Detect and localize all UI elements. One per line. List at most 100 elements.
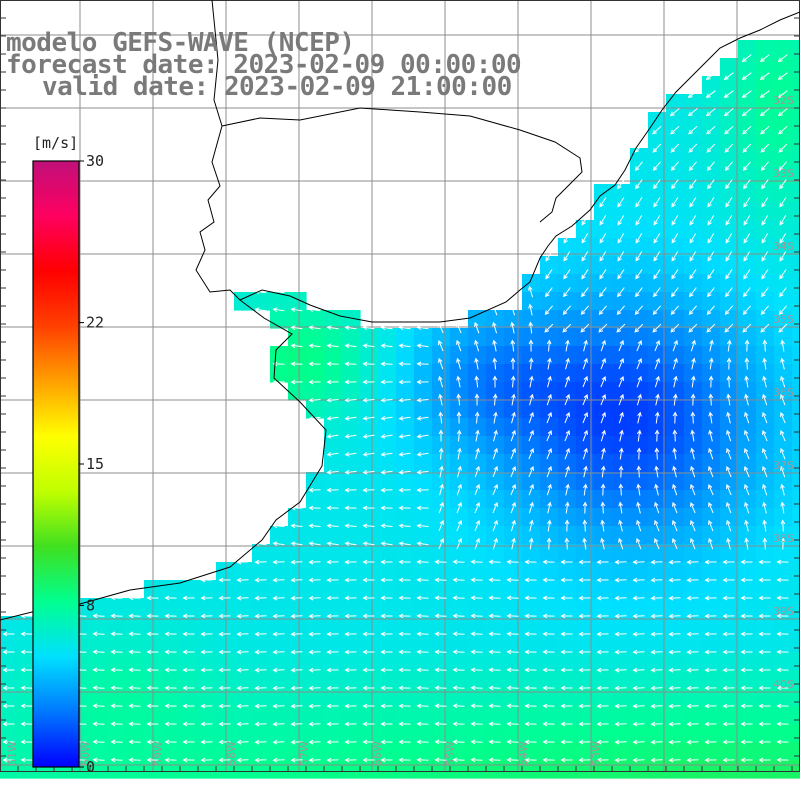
wind-speed-cell — [576, 238, 595, 257]
wind-speed-cell — [504, 688, 523, 707]
wind-arrow — [668, 559, 681, 565]
wind-arrow — [672, 411, 678, 424]
wind-speed-cell — [756, 760, 775, 779]
wind-arrow — [510, 303, 516, 316]
wind-speed-cell — [414, 436, 433, 455]
wind-arrow — [635, 269, 643, 280]
wind-speed-cell — [468, 436, 487, 455]
wind-speed-cell — [594, 472, 613, 491]
wind-speed-cell — [612, 724, 631, 743]
wind-arrow — [2, 631, 15, 637]
wind-speed-cell — [252, 742, 271, 761]
wind-arrow — [724, 125, 734, 135]
wind-speed-cell — [612, 490, 631, 509]
wind-speed-cell — [90, 742, 109, 761]
wind-arrow — [740, 649, 753, 655]
wind-speed-cell — [486, 670, 505, 689]
wind-arrow — [668, 757, 681, 763]
wind-arrow — [616, 305, 625, 315]
wind-arrow — [725, 251, 733, 262]
wind-speed-cell — [126, 670, 145, 689]
wind-speed-cell — [162, 580, 181, 599]
wind-arrow — [398, 631, 411, 637]
wind-arrow — [654, 447, 660, 460]
wind-arrow — [668, 577, 681, 583]
wind-arrow — [560, 757, 573, 763]
wind-arrow — [547, 375, 552, 388]
wind-speed-cell — [684, 328, 703, 347]
wind-arrow — [578, 613, 591, 619]
wind-arrow — [742, 161, 751, 172]
wind-arrow — [326, 397, 339, 403]
wind-arrow — [653, 269, 661, 280]
wind-arrow — [546, 393, 552, 406]
wind-arrow — [617, 269, 625, 280]
colorbar-tick-label: 22 — [86, 314, 104, 332]
wind-arrow — [707, 465, 714, 478]
wind-arrow — [724, 143, 734, 153]
wind-arrow — [456, 519, 463, 532]
wind-arrow — [560, 559, 573, 565]
wind-speed-cell — [684, 418, 703, 437]
wind-arrow — [380, 505, 393, 511]
wind-arrow — [398, 451, 411, 457]
colorbar-tick-label: 8 — [86, 596, 95, 614]
wind-arrow — [634, 143, 644, 153]
wind-arrow — [686, 685, 699, 691]
wind-speed-cell — [0, 670, 19, 689]
wind-speed-cell — [270, 652, 289, 671]
wind-arrow — [564, 465, 570, 478]
wind-arrow — [726, 393, 731, 406]
wind-arrow — [470, 703, 483, 709]
wind-arrow — [488, 577, 501, 583]
wind-speed-cell — [126, 724, 145, 743]
wind-speed-cell — [468, 706, 487, 725]
wind-speed-cell — [378, 580, 397, 599]
wind-speed-cell — [774, 400, 793, 419]
wind-speed-cell — [666, 94, 685, 113]
wind-speed-cell — [360, 436, 379, 455]
wind-speed-cell — [576, 454, 595, 473]
wind-speed-cell — [378, 562, 397, 581]
wind-speed-cell — [162, 634, 181, 653]
wind-arrow — [562, 305, 571, 315]
wind-speed-cell — [774, 58, 793, 77]
wind-speed-cell — [540, 436, 559, 455]
wind-speed-cell — [702, 454, 721, 473]
wind-arrow — [618, 411, 624, 424]
wind-speed-cell — [90, 670, 109, 689]
wind-arrow — [20, 649, 33, 655]
wind-speed-cell — [306, 490, 325, 509]
wind-speed-cell — [288, 634, 307, 653]
wind-arrow — [488, 613, 501, 619]
wind-speed-cell — [252, 724, 271, 743]
wind-speed-cell — [792, 580, 800, 599]
wind-speed-cell — [594, 256, 613, 275]
wind-arrow — [456, 339, 462, 352]
wind-speed-cell — [324, 436, 343, 455]
wind-speed-cell — [558, 472, 577, 491]
wind-arrow — [344, 631, 357, 637]
wind-arrow — [581, 233, 589, 244]
wind-arrow — [650, 667, 663, 673]
wind-speed-cell — [450, 742, 469, 761]
wind-arrow — [164, 703, 177, 709]
wind-arrow — [506, 631, 519, 637]
wind-arrow — [636, 393, 642, 406]
wind-speed-cell — [342, 616, 361, 635]
wind-arrow — [20, 757, 33, 763]
wind-arrow — [492, 357, 498, 370]
wind-speed-cell — [594, 706, 613, 725]
wind-speed-cell — [360, 616, 379, 635]
wind-arrow — [182, 721, 195, 727]
wind-arrow — [707, 519, 714, 532]
wind-arrow — [546, 537, 552, 550]
wind-arrow — [326, 434, 339, 439]
wind-arrow — [164, 631, 177, 637]
wind-arrow — [470, 667, 483, 673]
wind-speed-cell — [738, 274, 757, 293]
wind-speed-cell — [666, 688, 685, 707]
wind-arrow — [182, 613, 195, 619]
wind-speed-cell — [756, 112, 775, 131]
wind-speed-cell — [648, 616, 667, 635]
